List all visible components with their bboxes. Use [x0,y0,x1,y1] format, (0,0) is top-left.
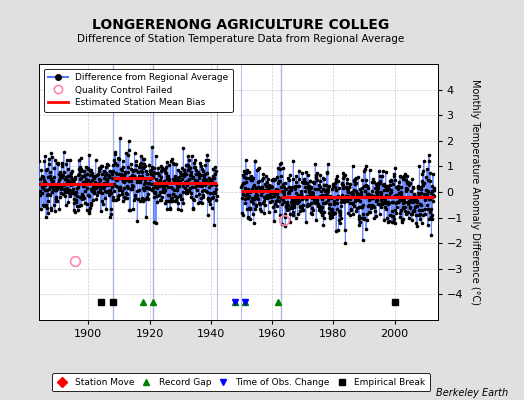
Text: Berkeley Earth: Berkeley Earth [436,388,508,398]
Legend: Difference from Regional Average, Quality Control Failed, Estimated Station Mean: Difference from Regional Average, Qualit… [44,68,233,112]
Legend: Station Move, Record Gap, Time of Obs. Change, Empirical Break: Station Move, Record Gap, Time of Obs. C… [52,374,430,392]
Y-axis label: Monthly Temperature Anomaly Difference (°C): Monthly Temperature Anomaly Difference (… [470,79,480,305]
Text: LONGERENONG AGRICULTURE COLLEG: LONGERENONG AGRICULTURE COLLEG [92,18,390,32]
Text: Difference of Station Temperature Data from Regional Average: Difference of Station Temperature Data f… [78,34,405,44]
